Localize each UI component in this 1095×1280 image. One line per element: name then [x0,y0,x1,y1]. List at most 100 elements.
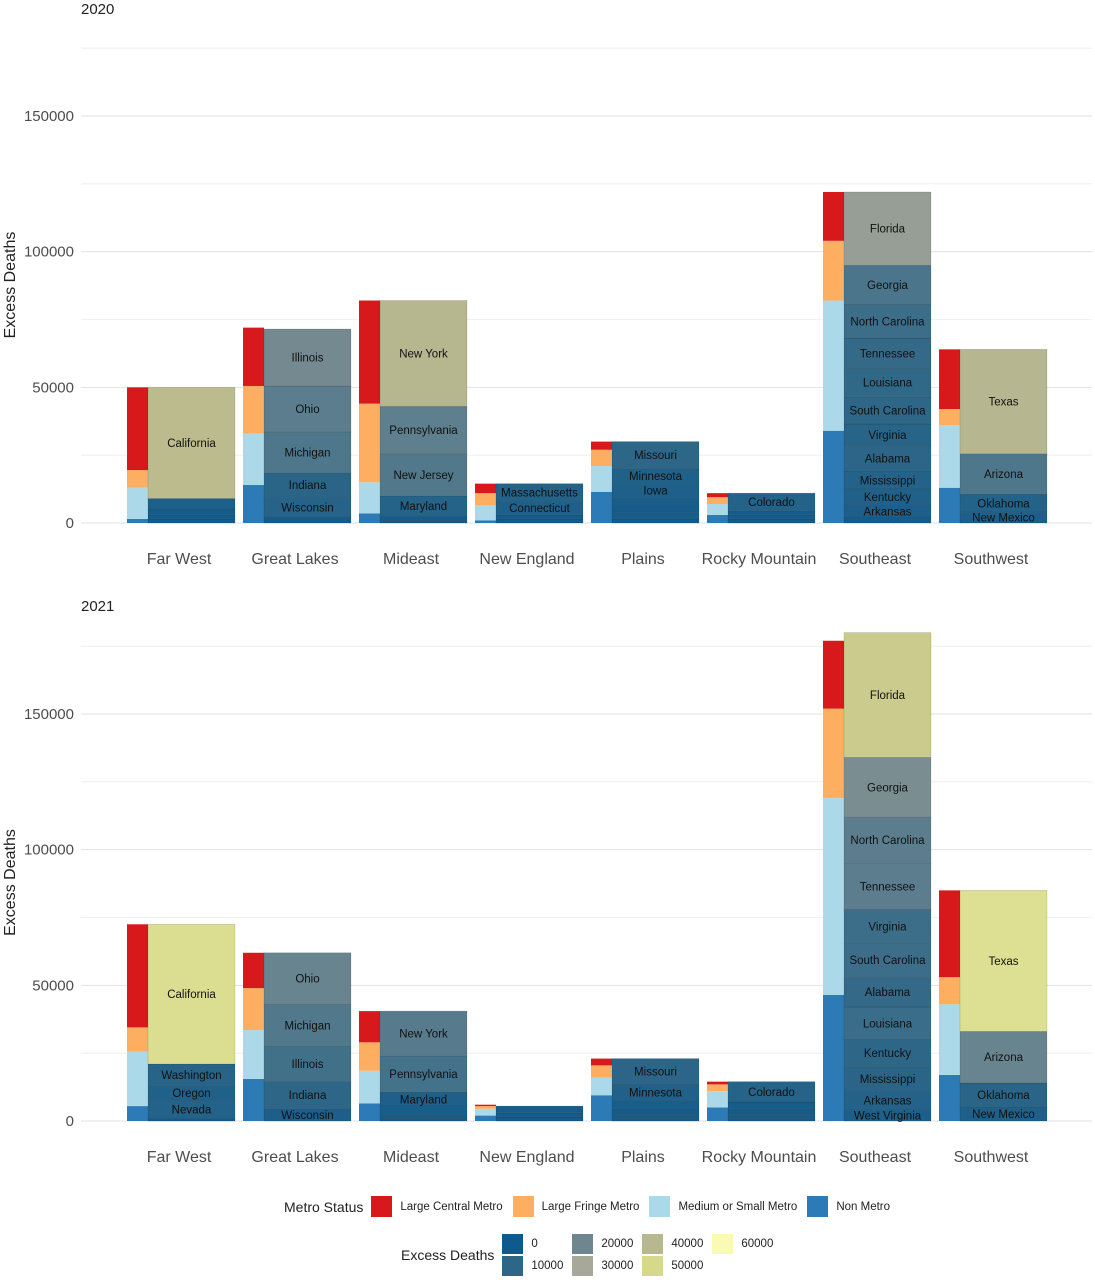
state-label: Georgia [867,782,909,794]
state-bar-mideast-segment-1 [379,515,468,521]
x-tick-label: Southwest [954,551,1029,568]
legend-label: 50000 [671,1260,704,1272]
x-tick-label: New England [479,1149,574,1166]
state-bar-far-west-segment-3 [147,498,236,510]
x-tick-label: Southwest [954,1149,1029,1166]
state-bar-far-west-segment-1 [147,514,236,520]
state-bar-illinois [263,328,352,387]
state-bar-massachusetts [495,483,584,502]
state-label: Kentucky [864,1048,912,1060]
legend-label: 40000 [671,1238,704,1250]
state-bar-new-jersey [379,453,468,497]
state-bar-tennessee [843,338,932,369]
y-tick-label: 0 [66,1113,74,1130]
deaths-legend-item-40000: 40000 [642,1233,712,1255]
state-bar-plains-segment-0 [611,1117,700,1122]
legend-key [642,1256,664,1276]
state-bar-rocky-mountain-segment-1 [727,518,816,522]
state-label: North Carolina [850,835,925,847]
state-label: Louisiana [863,1018,913,1030]
legend-label: Large Central Metro [400,1200,503,1213]
state-bar-illinois [263,1046,352,1082]
state-label: Arkansas [864,1096,912,1108]
metro-bar-new-england-medium-or-small-metro [475,505,496,521]
metro-bar-mideast-non-metro [359,513,380,523]
metro-bar-rocky-mountain-non-metro [707,1107,728,1121]
state-label: Ohio [295,974,319,986]
legend-key [712,1234,734,1254]
metro-legend-title: Metro Status [284,1198,364,1215]
metro-bar-plains-medium-or-small-metro [591,466,612,492]
state-label: Louisiana [863,378,913,390]
state-label: Missouri [634,450,677,462]
metro-bar-plains-medium-or-small-metro [591,1077,612,1096]
deaths-legend-item-30000: 30000 [572,1255,642,1277]
state-bar-indiana [263,472,352,498]
y-tick-label: 150000 [24,706,74,723]
panel-title: 2020 [81,1,114,18]
state-bar-new-england-segment-2 [495,514,584,520]
metro-bar-southwest-large-fringe-metro [939,977,960,1005]
state-label: Mississippi [860,475,916,487]
x-tick-label: Southeast [839,1149,912,1166]
metro-bar-rocky-mountain-large-fringe-metro [707,1084,728,1092]
state-bar-florida [843,191,932,266]
deaths-legend-item-20000: 20000 [572,1233,642,1255]
state-label: Indiana [289,1090,327,1102]
state-bar-virginia [843,423,932,446]
metro-bar-far-west-medium-or-small-metro [127,487,148,519]
legend-label: Medium or Small Metro [678,1200,798,1213]
state-bar-plains-segment-1 [611,511,700,520]
state-label: Maryland [400,1094,447,1106]
metro-bar-far-west-non-metro [127,518,148,523]
state-bar-louisiana [843,1006,932,1040]
legends: Metro Status Large Central Metro Large Fr… [0,1188,1095,1280]
deaths-legend-item-50000: 50000 [642,1255,712,1277]
state-label: Arizona [984,1052,1024,1064]
state-label: Arkansas [864,506,912,518]
state-bar-virginia [843,909,932,944]
state-label: Minnesota [629,471,683,483]
metro-legend-item-large-central-metro: Large Central Metro [371,1196,503,1217]
state-label: Ohio [295,404,319,416]
state-bar-missouri [611,1058,700,1085]
state-label: Mississippi [860,1074,916,1086]
metro-bar-plains-non-metro [591,491,612,523]
state-label: Indiana [289,480,327,492]
metro-bar-mideast-large-central-metro [359,1011,380,1043]
state-bar-new-york [379,300,468,407]
state-label: North Carolina [850,317,925,329]
state-bar-wisconsin [263,1108,352,1122]
y-tick-label: 150000 [24,108,74,125]
metro-bar-new-england-medium-or-small-metro [475,1108,496,1116]
state-label: New Jersey [393,470,453,482]
state-bar-florida [843,632,932,758]
metro-bar-rocky-mountain-large-central-metro [707,1081,728,1085]
metro-bar-new-england-large-central-metro [475,1104,496,1107]
state-label: Connecticut [509,503,571,515]
y-tick-label: 50000 [32,379,74,396]
y-tick-label: 100000 [24,244,74,261]
legend-key [572,1234,594,1254]
state-label: Virginia [868,430,907,442]
state-bar-plains-segment-3 [611,1100,700,1110]
metro-status-legend: Metro Status Large Central Metro Large Fr… [284,1196,900,1217]
state-bar-ohio [263,385,352,433]
state-bar-far-west-segment-0 [147,518,236,524]
state-label: Wisconsin [281,502,333,514]
metro-bar-mideast-large-central-metro [359,300,380,404]
x-tick-label: Far West [147,551,212,568]
metro-bar-plains-large-central-metro [591,1058,612,1066]
legend-key [649,1196,671,1217]
panel-2020: 2020 0 50000 100000 150000 Excess Deaths Calif… [2,1,1092,568]
metro-bar-new-england-large-fringe-metro [475,493,496,506]
state-bar-mideast-segment-2 [379,1105,468,1115]
state-bar-kentucky [843,488,932,506]
metro-bar-far-west-large-fringe-metro [127,470,148,488]
state-bar-plains-segment-0 [611,518,700,524]
deaths-legend-title: Excess Deaths [401,1247,495,1263]
metro-bar-plains-non-metro [591,1095,612,1121]
metro-bar-great-lakes-large-fringe-metro [243,988,264,1031]
legend-label: Non Metro [836,1200,891,1213]
metro-bar-southwest-non-metro [939,487,960,523]
